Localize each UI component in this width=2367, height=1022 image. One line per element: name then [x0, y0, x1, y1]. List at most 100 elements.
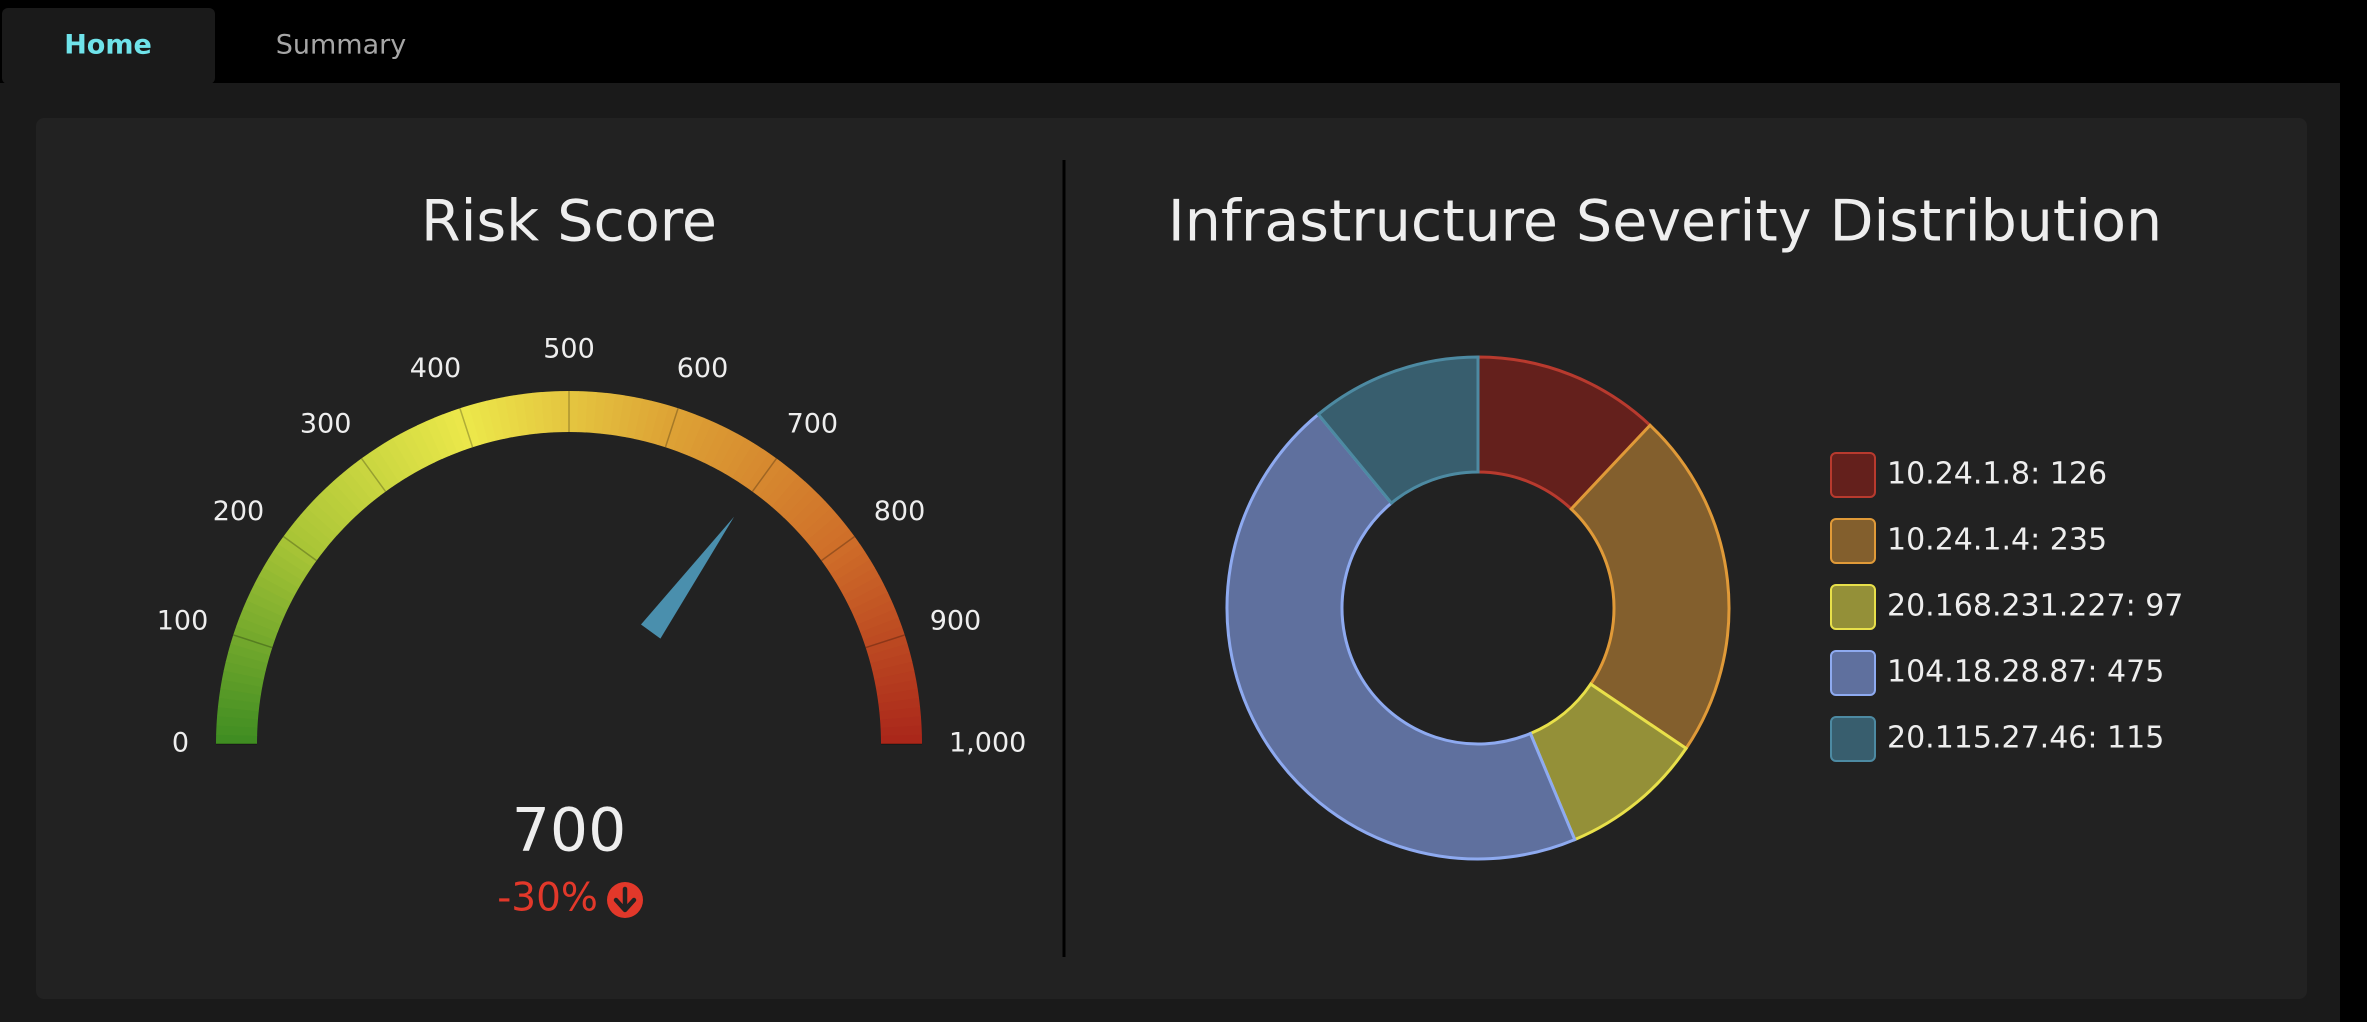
gauge-band — [459, 405, 481, 448]
gauge-band — [880, 734, 923, 744]
gauge-band — [680, 414, 705, 456]
gauge-band — [665, 408, 688, 451]
gauge-band — [408, 425, 436, 467]
gauge-band — [880, 725, 922, 737]
gauge-tick — [282, 535, 318, 562]
gauge-title: Risk Score — [421, 189, 717, 255]
gauge-band — [863, 626, 905, 648]
gauge-band — [865, 634, 908, 656]
donut-title: Infrastructure Severity Distribution — [1168, 189, 2162, 255]
tab-home[interactable] — [2, 8, 215, 84]
gauge-band — [717, 433, 746, 474]
legend-label: 20.168.231.227: 97 — [1887, 589, 2183, 624]
gauge-band — [880, 716, 922, 729]
gauge-band — [874, 670, 917, 688]
gauge-band — [695, 421, 722, 463]
gauge-band — [877, 688, 920, 704]
gauge-band — [783, 487, 819, 524]
gauge-tick-label: 300 — [300, 409, 352, 440]
gauge-tick — [360, 457, 387, 493]
gauge-band — [504, 395, 521, 438]
gauge-band — [641, 400, 661, 443]
gauge-band — [217, 697, 260, 712]
down-arrow-icon — [607, 882, 643, 918]
legend-swatch — [1830, 650, 1876, 696]
gauge-tick — [233, 634, 273, 649]
gauge-band — [800, 507, 838, 542]
gauge-band — [361, 452, 393, 492]
gauge-band — [339, 469, 373, 507]
gauge-band — [228, 643, 270, 664]
tab-label[interactable]: Summary — [276, 30, 406, 61]
gauge-band — [254, 575, 295, 603]
gauge-band — [771, 475, 806, 513]
gauge-band — [593, 392, 607, 434]
gauge-band — [765, 469, 799, 508]
legend-swatch — [1830, 452, 1876, 498]
gauge-band — [846, 583, 888, 611]
gauge-band — [442, 411, 466, 453]
gauge-band — [860, 617, 902, 641]
gauge-band — [872, 661, 915, 680]
gauge-band — [857, 608, 899, 633]
gauge-band — [839, 567, 880, 596]
gauge-band — [263, 559, 304, 588]
gauge-band — [777, 481, 813, 518]
gauge-band — [835, 559, 875, 589]
gauge-band — [400, 429, 428, 470]
gauge-band — [268, 551, 308, 581]
gauge-band — [219, 688, 261, 704]
gauge-band — [319, 487, 355, 524]
gauge-band — [221, 670, 264, 688]
icon-arrow — [613, 886, 637, 913]
gauge-band — [601, 392, 616, 435]
gauge-band — [879, 707, 921, 720]
gauge-band — [477, 400, 497, 443]
gauge-band — [468, 402, 489, 445]
gauge-band — [789, 494, 826, 530]
gauge-band — [657, 405, 679, 448]
gauge-tick-label: 100 — [157, 606, 209, 637]
gauge-band — [541, 391, 554, 433]
gauge-band — [673, 411, 696, 453]
gauge-band — [332, 475, 367, 513]
gauge-band — [233, 625, 276, 648]
gauge-band — [215, 734, 258, 744]
gauge-band — [688, 417, 713, 460]
card — [36, 118, 2307, 999]
gauge-band — [811, 521, 850, 555]
gauge-band — [425, 417, 450, 459]
gauge-band — [870, 652, 913, 672]
gauge-band — [288, 521, 327, 555]
gauge-band — [710, 429, 738, 470]
gauge-band — [294, 514, 333, 548]
legend-label: 20.115.27.46: 115 — [1887, 721, 2164, 756]
legend-swatch — [1830, 584, 1876, 630]
gauge-band — [283, 528, 322, 561]
gauge-tick — [664, 408, 679, 448]
gauge-band — [577, 391, 588, 433]
gauge-band — [609, 394, 625, 436]
gauge-band — [738, 447, 770, 488]
gauge-band — [246, 591, 288, 618]
gauge-tick-label: 400 — [410, 353, 462, 384]
tab-label[interactable]: Home — [64, 30, 152, 61]
gauge-band — [745, 453, 777, 492]
gauge-band — [826, 544, 866, 575]
gauge-band — [843, 575, 884, 603]
gauge-band — [300, 507, 338, 542]
gauge-tick — [865, 634, 905, 649]
gauge-band — [225, 652, 268, 672]
gauge-band — [495, 396, 513, 439]
gauge-needle — [640, 516, 735, 639]
gauge-delta: -30% — [497, 876, 598, 921]
gauge-band — [326, 481, 361, 518]
gauge-band — [821, 536, 861, 568]
gauge-band — [384, 438, 414, 478]
legend-label: 10.24.1.8: 126 — [1887, 457, 2107, 492]
gauge-band — [569, 391, 579, 433]
gauge-tick-label: 200 — [213, 496, 265, 527]
gauge-tick — [459, 408, 474, 448]
